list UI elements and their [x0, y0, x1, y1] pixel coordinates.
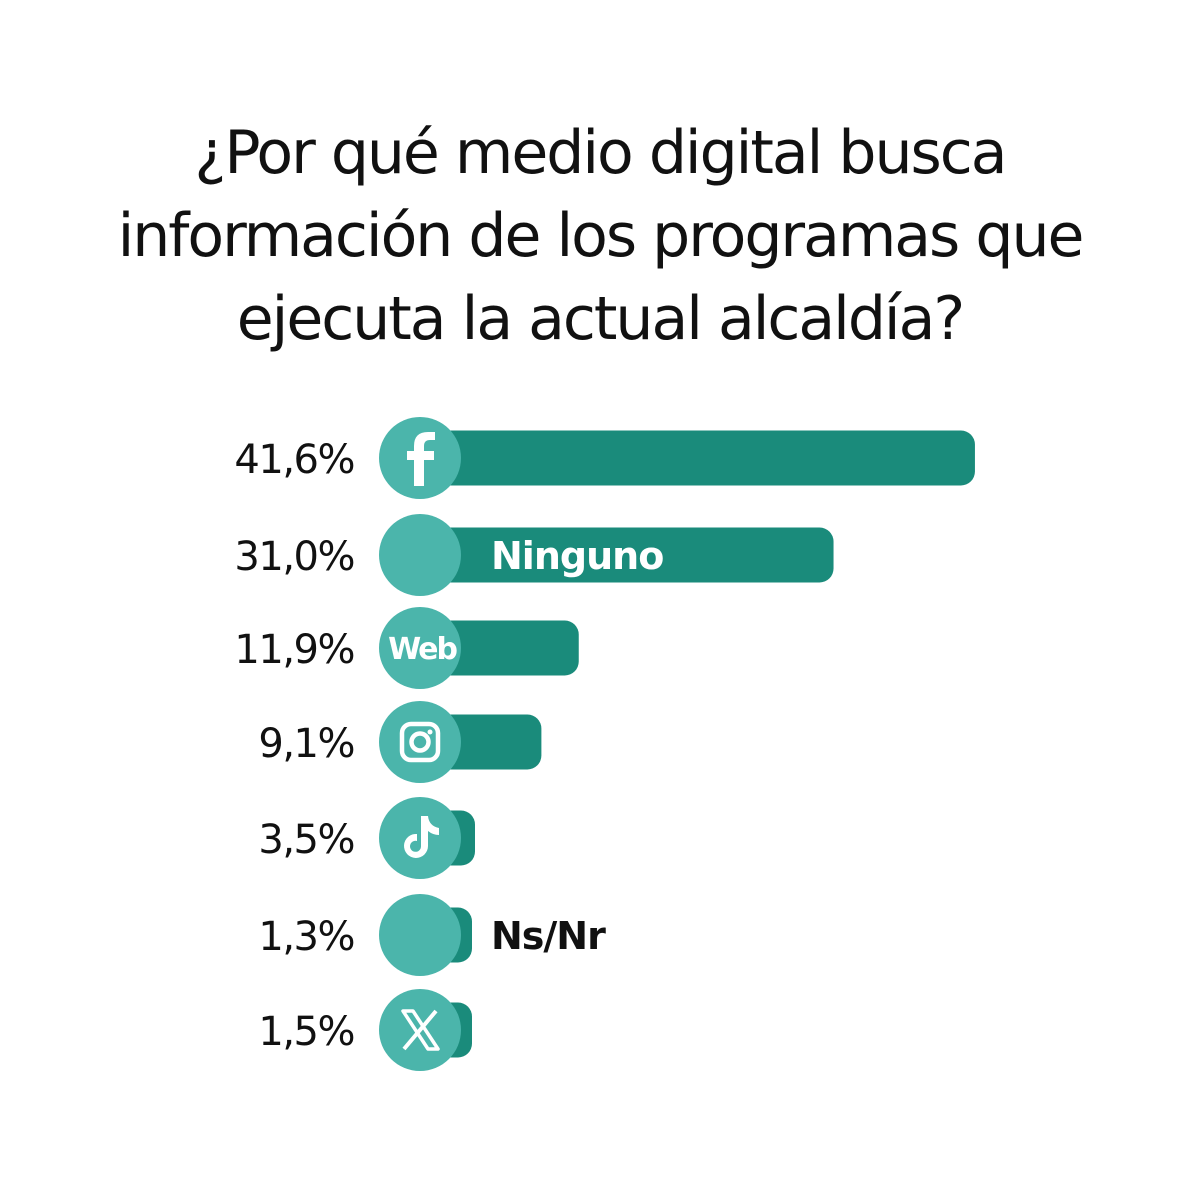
instagram-lens: [409, 731, 431, 753]
value-label: 11,9%: [234, 627, 354, 673]
chart-title: ¿Por qué medio digital busca información…: [60, 112, 1140, 361]
bar: [410, 430, 975, 486]
x-icon-slash: [402, 1009, 438, 1051]
bar-icon-circle: [379, 894, 461, 976]
instagram-frame: [399, 721, 441, 763]
bar-row-instagram: 9,1%: [258, 701, 542, 783]
web-label: Web: [388, 632, 457, 667]
bar-row-x: 1,5%: [258, 989, 472, 1071]
bar-icon-circle: [379, 701, 461, 783]
bar-row-tiktok: 3,5%: [258, 797, 475, 879]
bar-row-web: 11,9% Web: [234, 607, 579, 689]
value-label: 1,5%: [258, 1009, 354, 1055]
value-label: 31,0%: [234, 534, 354, 580]
instagram-icon: [399, 721, 441, 763]
category-label: Ninguno: [491, 534, 663, 578]
title-line-1: ¿Por qué medio digital busca: [194, 118, 1007, 188]
bar-row-nsnr: 1,3% Ns/Nr: [258, 894, 607, 976]
bar-icon-circle: [379, 797, 461, 879]
x-icon: [401, 1009, 440, 1051]
x-icon-stroke: [401, 1009, 440, 1051]
value-label: 3,5%: [258, 817, 354, 863]
value-label: 9,1%: [258, 721, 354, 767]
tiktok-icon: [404, 816, 439, 858]
bar-icon-circle: [379, 514, 461, 596]
bar-icon-circle: [379, 607, 461, 689]
bar-row-ninguno: 31,0% Ninguno: [234, 514, 834, 596]
bar-row-facebook: 41,6%: [234, 417, 975, 499]
value-label: 1,3%: [258, 914, 354, 960]
instagram-dot: [427, 729, 433, 735]
value-label: 41,6%: [234, 437, 354, 483]
title-line-2: información de los programas que: [117, 201, 1085, 271]
bar: [410, 527, 834, 583]
facebook-icon: [407, 432, 435, 486]
category-label: Ns/Nr: [491, 914, 606, 958]
title-line-3: ejecuta la actual alcaldía?: [236, 284, 965, 354]
